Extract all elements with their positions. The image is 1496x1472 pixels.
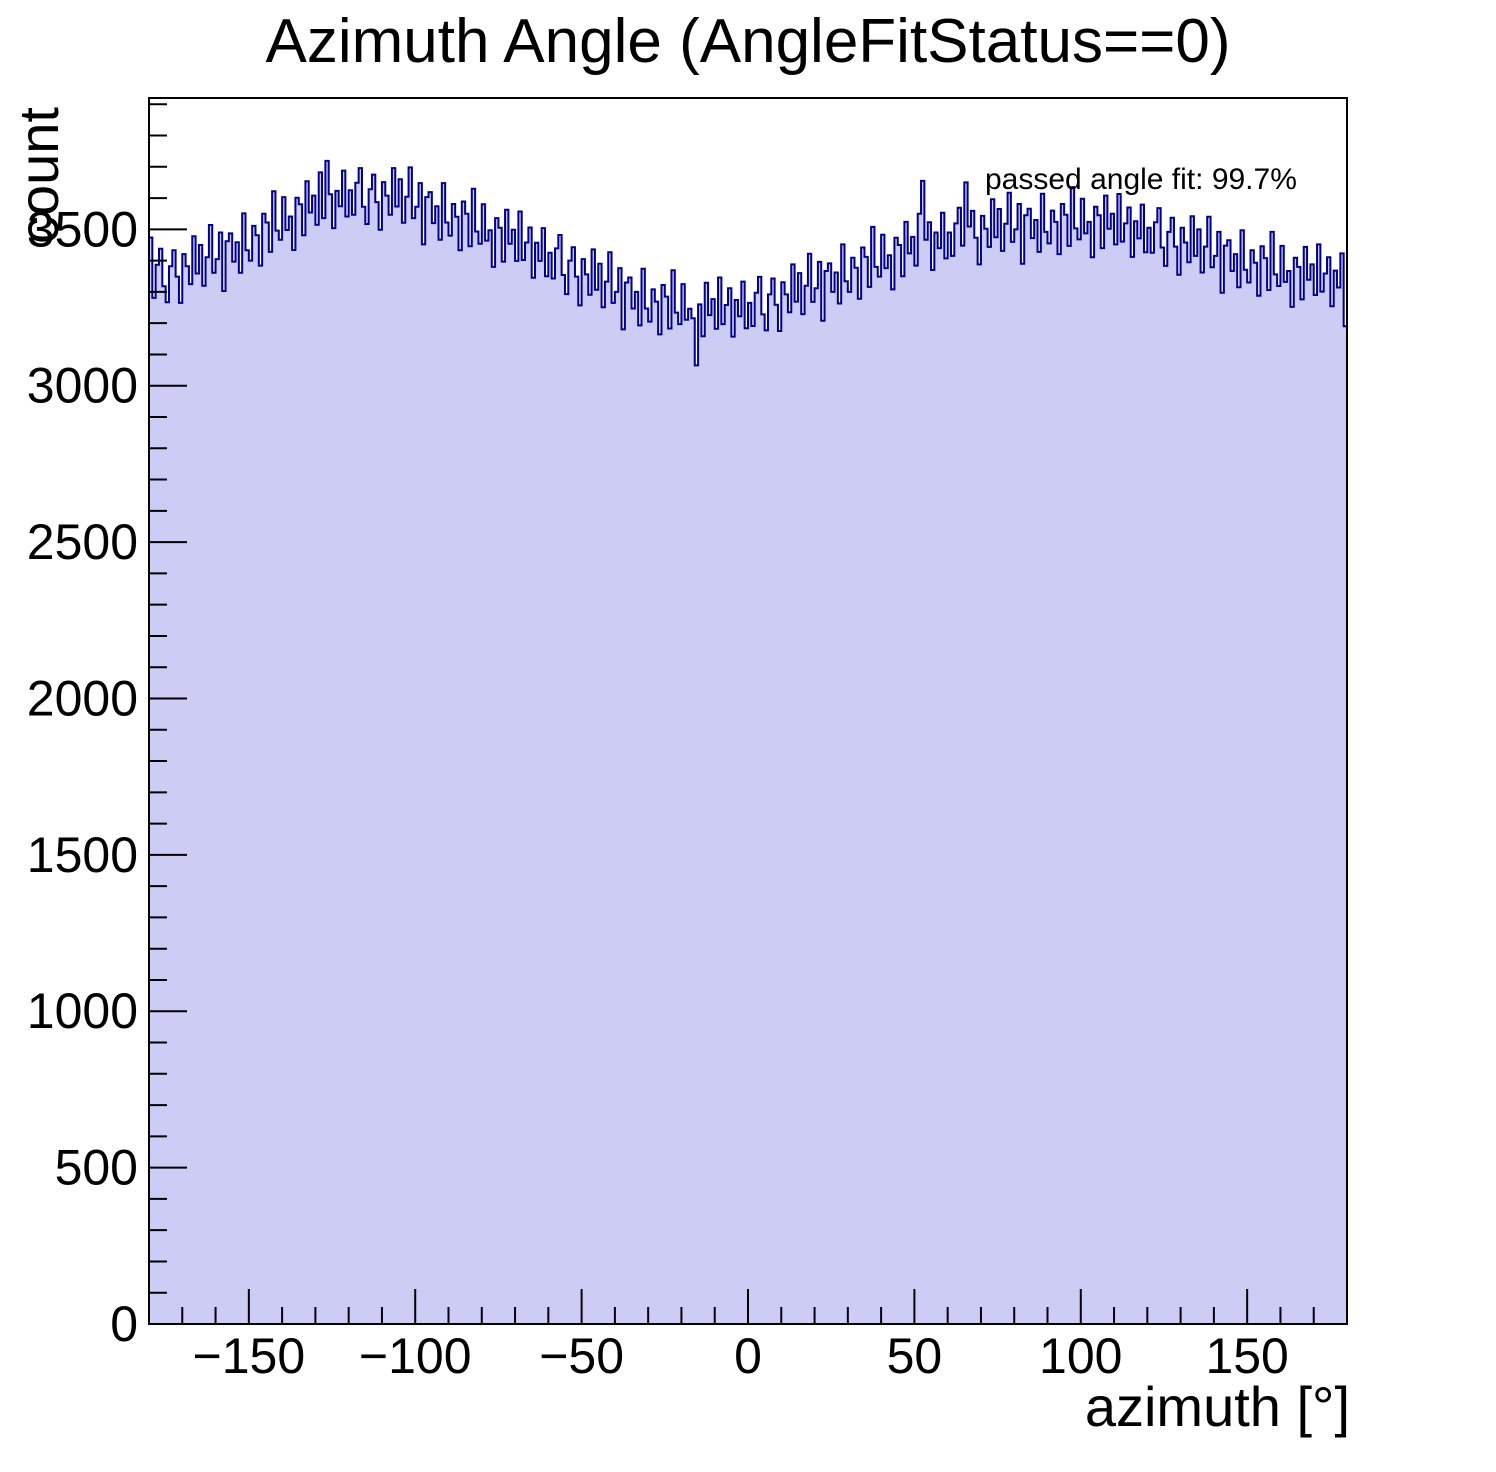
y-tick-label: 2000: [27, 670, 138, 726]
x-tick-label: 50: [887, 1328, 943, 1384]
annotation-passed-angle-fit: passed angle fit: 99.7%: [985, 163, 1297, 196]
y-tick-label: 1500: [27, 827, 138, 883]
x-tick-label: 100: [1039, 1328, 1122, 1384]
y-axis-title: count: [7, 107, 70, 244]
x-tick-label: 150: [1205, 1328, 1288, 1384]
chart-title: Azimuth Angle (AngleFitStatus==0): [265, 7, 1231, 76]
y-tick-label: 2500: [27, 514, 138, 570]
y-tick-label: 3000: [27, 358, 138, 414]
y-tick-label: 500: [55, 1140, 138, 1196]
x-tick-label: −100: [359, 1328, 472, 1384]
histogram-area: [148, 159, 1348, 1325]
x-tick-label: −50: [539, 1328, 624, 1384]
y-tick-label: 1000: [27, 983, 138, 1039]
x-tick-label: −150: [193, 1328, 306, 1384]
y-tick-label: 3500: [27, 201, 138, 257]
x-tick-label: 0: [734, 1328, 762, 1384]
x-axis-title: azimuth [°]: [1084, 1375, 1350, 1438]
y-tick-label: 0: [110, 1296, 138, 1352]
